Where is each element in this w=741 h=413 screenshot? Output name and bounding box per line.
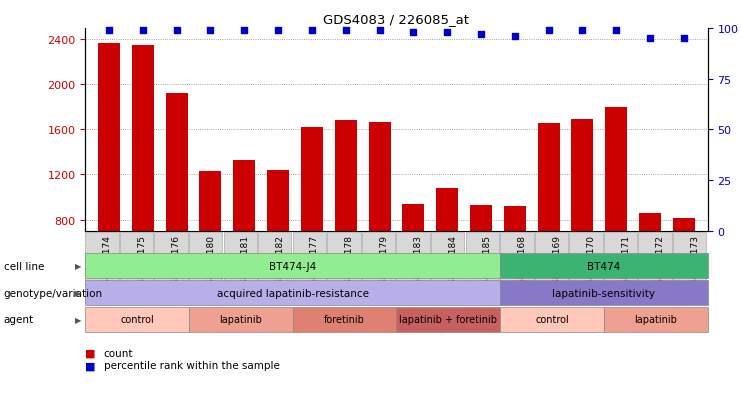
Bar [165, 94, 187, 310]
Text: GSM799176: GSM799176 [172, 235, 181, 290]
FancyBboxPatch shape [154, 232, 187, 303]
Text: control: control [535, 315, 569, 325]
Text: GSM799173: GSM799173 [691, 235, 700, 290]
Text: lapatinib: lapatinib [634, 315, 677, 325]
FancyBboxPatch shape [224, 232, 257, 303]
FancyBboxPatch shape [569, 232, 602, 303]
Text: acquired lapatinib-resistance: acquired lapatinib-resistance [216, 288, 369, 298]
FancyBboxPatch shape [293, 232, 326, 303]
Text: cell line: cell line [4, 261, 44, 271]
FancyBboxPatch shape [85, 232, 119, 303]
Text: control: control [120, 315, 154, 325]
Text: genotype/variation: genotype/variation [4, 288, 103, 298]
Point [475, 32, 487, 38]
Text: ■: ■ [85, 361, 96, 370]
Text: GSM799183: GSM799183 [413, 235, 422, 290]
Text: GSM799184: GSM799184 [448, 235, 457, 290]
Point [408, 30, 419, 36]
Bar [98, 43, 120, 310]
Text: GSM799181: GSM799181 [241, 235, 250, 290]
Bar [368, 122, 391, 310]
FancyBboxPatch shape [673, 232, 706, 303]
Bar [504, 206, 526, 310]
FancyBboxPatch shape [396, 232, 430, 303]
Bar [571, 120, 594, 310]
Point [205, 28, 216, 34]
Point [272, 28, 284, 34]
Bar [402, 204, 425, 310]
Text: GSM799174: GSM799174 [102, 235, 111, 290]
Text: lapatinib-sensitivity: lapatinib-sensitivity [552, 288, 656, 298]
Text: GSM799172: GSM799172 [656, 235, 665, 290]
Text: percentile rank within the sample: percentile rank within the sample [104, 361, 279, 370]
Bar [605, 108, 628, 310]
FancyBboxPatch shape [258, 232, 291, 303]
Text: ▶: ▶ [75, 288, 82, 297]
Text: GSM799185: GSM799185 [483, 235, 492, 290]
Point [170, 28, 182, 34]
Bar [639, 213, 661, 310]
Point [306, 28, 318, 34]
Bar [233, 160, 255, 310]
Point [441, 30, 453, 36]
FancyBboxPatch shape [604, 232, 637, 303]
Text: GSM799168: GSM799168 [517, 235, 526, 290]
Text: BT474: BT474 [588, 261, 620, 271]
Text: GSM799175: GSM799175 [137, 235, 146, 290]
Text: GSM799177: GSM799177 [310, 235, 319, 290]
Text: ▶: ▶ [75, 315, 82, 324]
Text: lapatinib + foretinib: lapatinib + foretinib [399, 315, 497, 325]
FancyBboxPatch shape [500, 232, 534, 303]
FancyBboxPatch shape [328, 232, 361, 303]
Point [137, 28, 149, 34]
Point [611, 28, 622, 34]
Point [542, 28, 554, 34]
Bar [538, 123, 559, 310]
Text: BT474-J4: BT474-J4 [269, 261, 316, 271]
Point [576, 28, 588, 34]
Text: ■: ■ [85, 348, 96, 358]
Bar [673, 219, 695, 310]
Bar [199, 172, 222, 310]
Text: GSM799171: GSM799171 [621, 235, 630, 290]
Text: count: count [104, 348, 133, 358]
Text: GSM799178: GSM799178 [345, 235, 353, 290]
Point [340, 28, 352, 34]
Point [509, 34, 521, 40]
Text: foretinib: foretinib [324, 315, 365, 325]
Text: ▶: ▶ [75, 261, 82, 271]
Bar [301, 128, 323, 310]
Bar [335, 121, 356, 310]
Bar [470, 205, 492, 310]
FancyBboxPatch shape [189, 232, 222, 303]
Point [678, 36, 690, 42]
Point [239, 28, 250, 34]
Text: GSM799170: GSM799170 [587, 235, 596, 290]
FancyBboxPatch shape [431, 232, 465, 303]
FancyBboxPatch shape [362, 232, 395, 303]
FancyBboxPatch shape [465, 232, 499, 303]
Point [103, 28, 115, 34]
Text: lapatinib: lapatinib [219, 315, 262, 325]
Bar [132, 46, 153, 310]
FancyBboxPatch shape [535, 232, 568, 303]
Title: GDS4083 / 226085_at: GDS4083 / 226085_at [323, 13, 470, 26]
Bar [267, 171, 289, 310]
Text: GSM799179: GSM799179 [379, 235, 388, 290]
Text: GSM799182: GSM799182 [276, 235, 285, 290]
Text: GSM799180: GSM799180 [206, 235, 215, 290]
FancyBboxPatch shape [120, 232, 153, 303]
Point [644, 36, 656, 42]
FancyBboxPatch shape [639, 232, 672, 303]
Point [373, 28, 385, 34]
Text: GSM799169: GSM799169 [552, 235, 561, 290]
Text: agent: agent [4, 315, 34, 325]
Bar [436, 189, 458, 310]
